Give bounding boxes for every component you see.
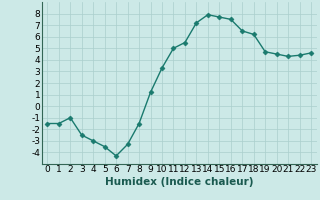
- X-axis label: Humidex (Indice chaleur): Humidex (Indice chaleur): [105, 177, 253, 187]
